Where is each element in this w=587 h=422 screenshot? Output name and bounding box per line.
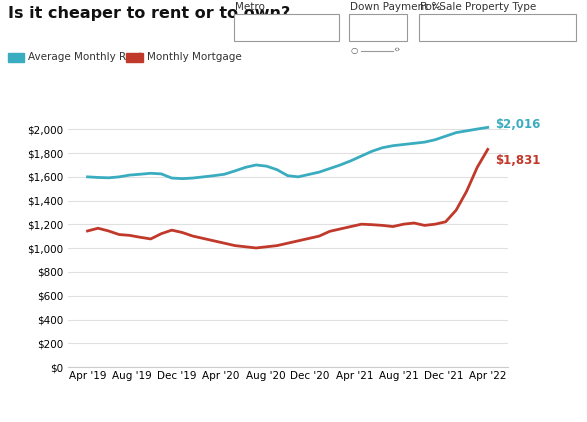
- Text: Monthly Mortgage: Monthly Mortgage: [147, 52, 241, 62]
- Text: Down Payment %: Down Payment %: [350, 2, 442, 12]
- Text: 5%: 5%: [355, 22, 372, 32]
- Text: $2,016: $2,016: [495, 118, 540, 131]
- Text: ▾: ▾: [566, 23, 571, 32]
- Text: Metro: Metro: [235, 2, 265, 12]
- Text: Condo/Co-op: Condo/Co-op: [426, 22, 494, 32]
- Text: Is it cheaper to rent or to own?: Is it cheaper to rent or to own?: [8, 6, 290, 22]
- Text: Average Monthly Rent: Average Monthly Rent: [28, 52, 143, 62]
- Text: $1,831: $1,831: [495, 154, 540, 167]
- Text: ‹›: ‹›: [393, 45, 400, 54]
- Text: ▾: ▾: [330, 23, 335, 32]
- Text: For-Sale Property Type: For-Sale Property Type: [420, 2, 536, 12]
- Text: National: National: [241, 22, 284, 32]
- Text: ○: ○: [350, 46, 357, 55]
